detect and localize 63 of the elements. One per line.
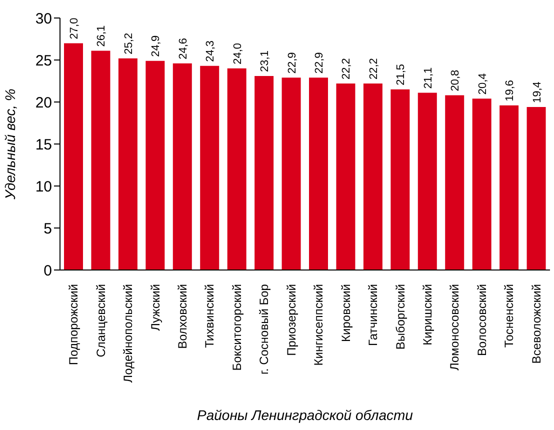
data-label: 22,2	[368, 58, 380, 80]
y-tick-label: 30	[35, 10, 52, 28]
y-tick-label: 0	[44, 262, 52, 280]
x-tick-label: Всеволожский	[529, 284, 544, 364]
x-tick-label: Подпорожский	[66, 284, 81, 366]
x-tick-label: Волховский	[176, 284, 190, 349]
y-tick-label: 10	[35, 178, 52, 196]
data-label: 19,6	[504, 80, 516, 102]
y-tick-label: 15	[35, 136, 52, 154]
bar	[282, 78, 301, 270]
x-tick-label: Волосовский	[474, 284, 489, 356]
bar	[64, 43, 83, 270]
data-label: 22,9	[314, 52, 326, 74]
bar	[445, 95, 464, 270]
y-axis-title: Удельный вес, %	[2, 88, 18, 200]
bar	[227, 68, 246, 270]
data-label: 24,9	[150, 35, 162, 57]
x-tick-label: Сланцевский	[94, 284, 108, 358]
x-tick-label: Кингисеппский	[312, 284, 326, 366]
x-tick-label: Кировский	[338, 284, 353, 342]
data-label: 21,5	[395, 64, 408, 86]
data-label: 20,4	[476, 73, 489, 95]
x-tick-label: Тосненский	[502, 284, 516, 348]
data-label: 19,4	[531, 82, 544, 104]
data-label: 24,3	[204, 40, 217, 62]
x-axis-title: Районы Ленинградской области	[197, 407, 414, 423]
x-tick-label: Бокситогорский	[230, 284, 244, 371]
data-label: 23,1	[259, 50, 272, 72]
data-label: 20,8	[450, 70, 462, 92]
bar	[390, 89, 410, 270]
x-tick-label: Тихвинский	[202, 284, 217, 348]
bar	[172, 63, 192, 270]
bar	[363, 84, 382, 270]
bar	[254, 76, 274, 270]
x-tick-label: Приозерский	[284, 284, 298, 356]
x-tick-label: Лужский	[148, 284, 162, 331]
bar	[91, 50, 110, 270]
bar	[200, 66, 220, 270]
x-tick-label: Ломоносовский	[448, 284, 462, 370]
bar	[500, 105, 519, 270]
x-tick-label: Лодейнопольский	[121, 284, 136, 383]
x-tick-label: Гатчинский	[366, 284, 380, 346]
data-label: 26,1	[96, 25, 108, 47]
x-tick-label: Киришский	[420, 284, 434, 346]
bar	[118, 58, 138, 270]
data-label: 21,1	[422, 67, 434, 89]
bar	[418, 92, 437, 270]
x-tick-label: г. Сосновый Бор	[257, 284, 272, 374]
data-label: 24,0	[232, 42, 244, 64]
bar	[146, 60, 165, 270]
y-tick-label: 5	[44, 220, 52, 238]
data-label: 22,2	[340, 58, 353, 80]
data-label: 25,2	[122, 32, 135, 54]
bar	[526, 107, 546, 270]
y-tick-label: 20	[35, 94, 52, 112]
bar	[472, 98, 492, 270]
data-label: 22,9	[286, 52, 298, 74]
data-label: 27,0	[68, 18, 80, 40]
y-tick-label: 25	[35, 52, 52, 70]
bar	[336, 84, 356, 270]
bar	[309, 78, 328, 270]
x-tick-label: Выборгский	[393, 284, 408, 350]
data-label: 24,6	[177, 38, 190, 60]
